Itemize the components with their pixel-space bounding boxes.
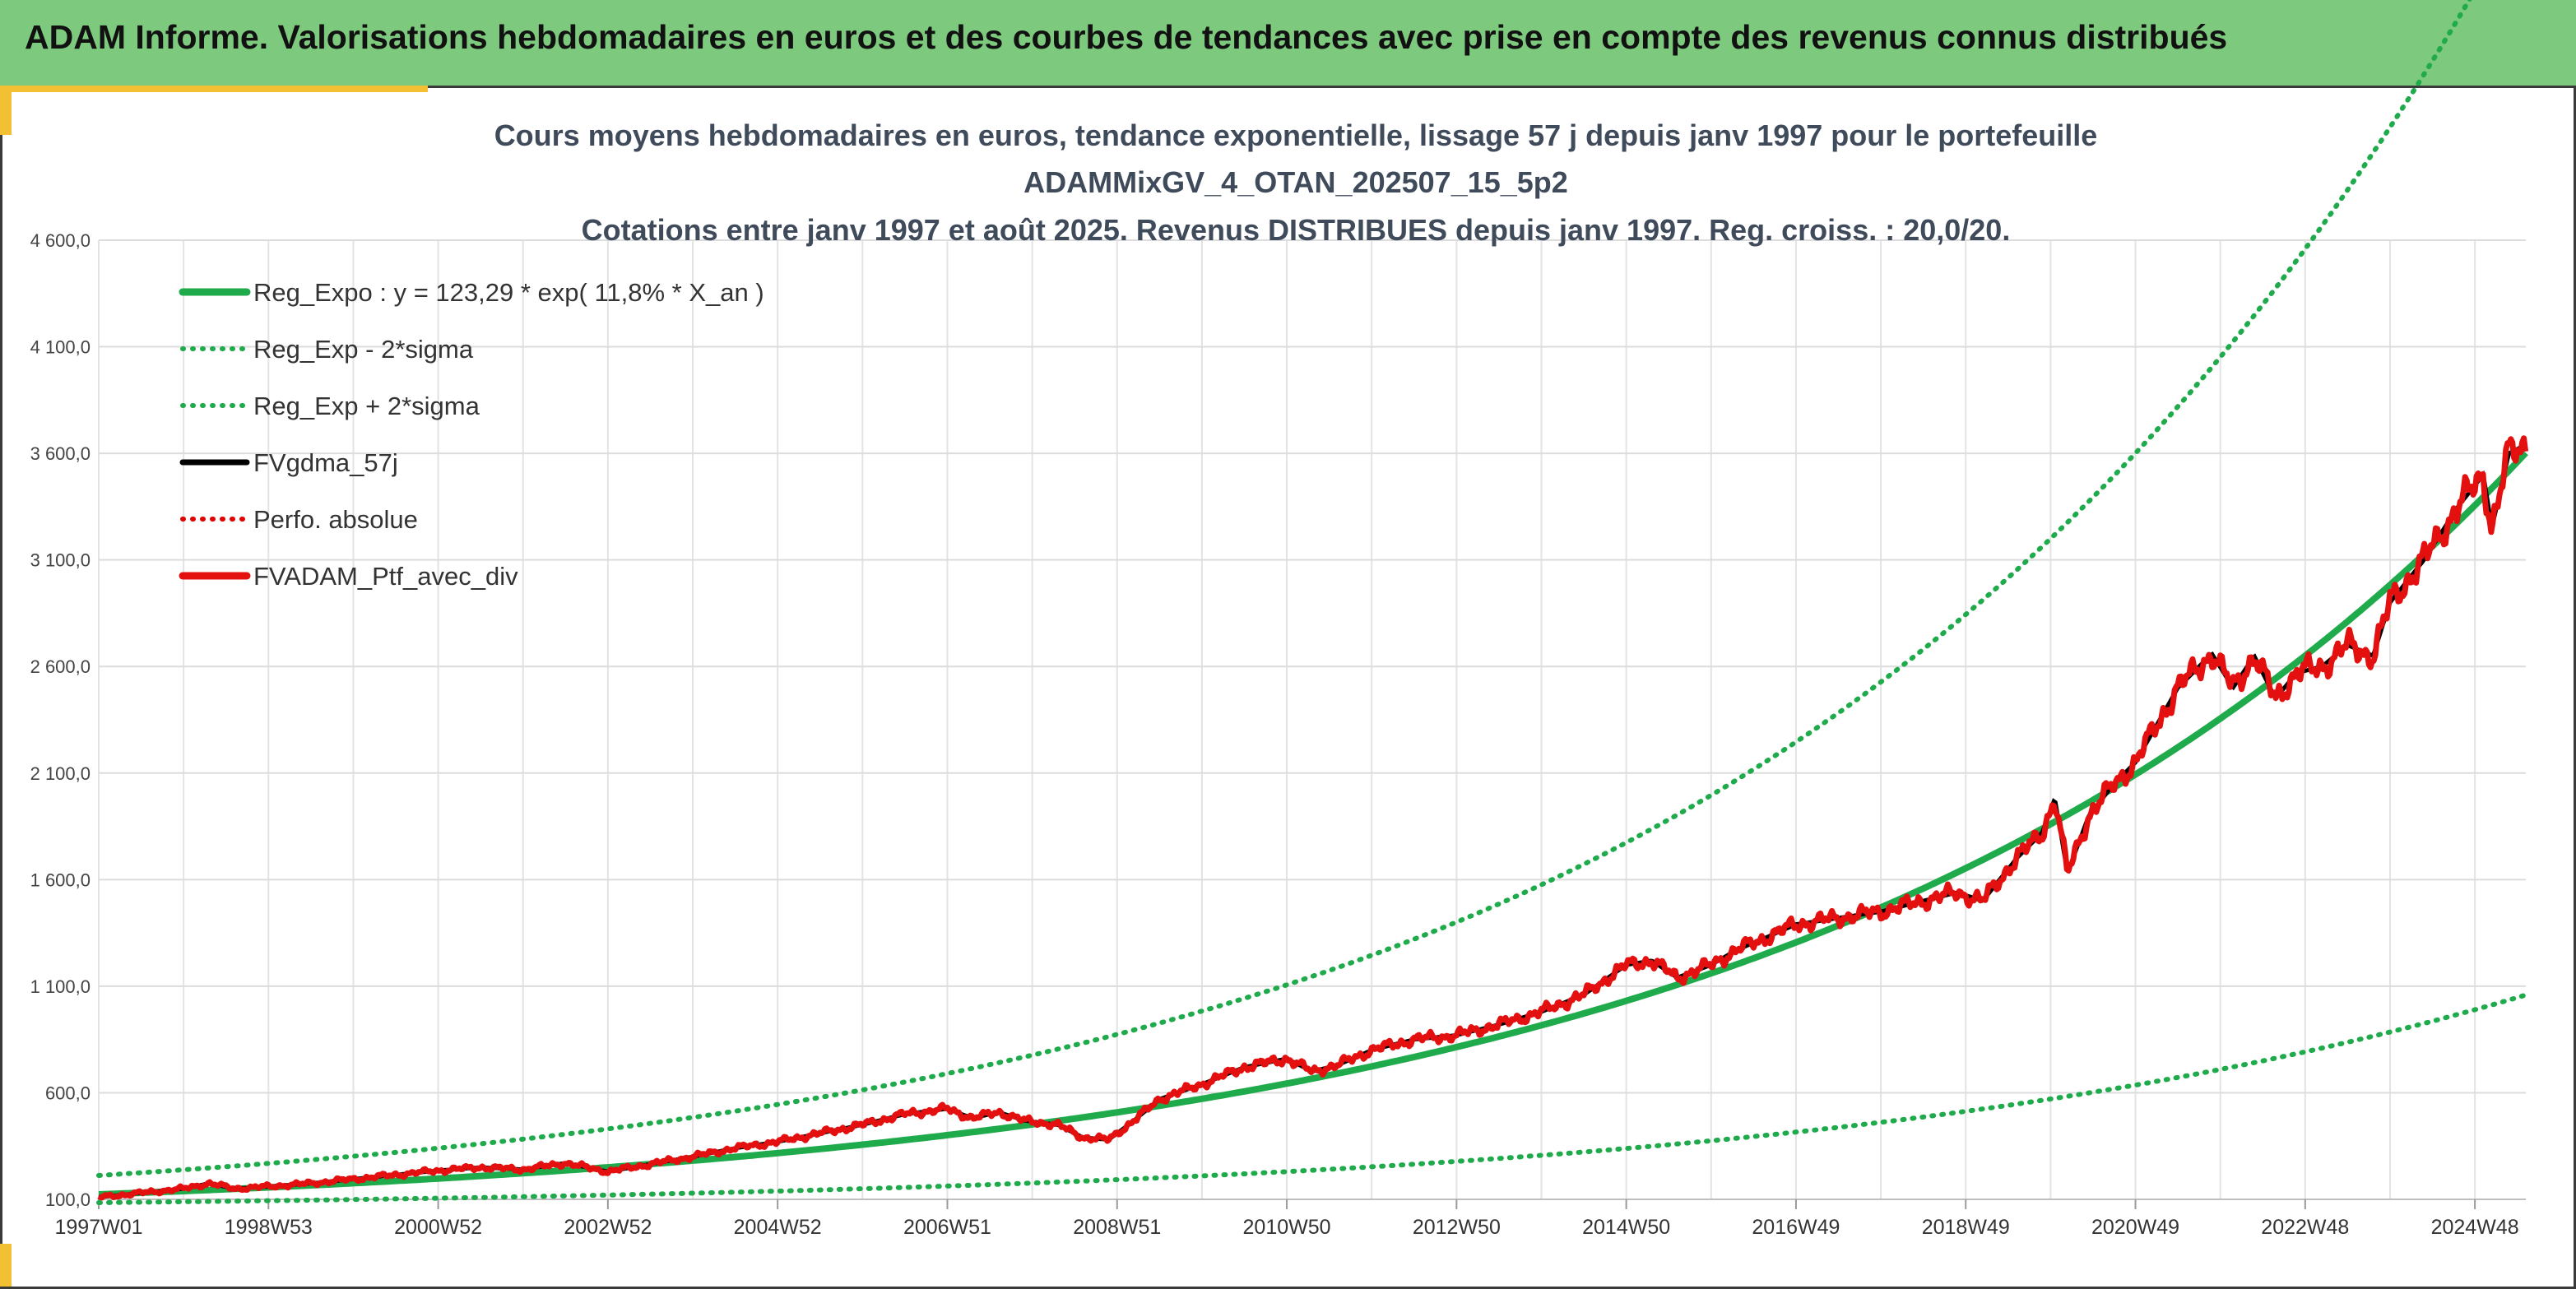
legend-label: FVADAM_Ptf_avec_div xyxy=(253,562,518,591)
fvgdma-57j-line xyxy=(98,443,2527,1199)
x-tick-label: 1997W01 xyxy=(54,1216,142,1239)
x-tick-label: 2006W51 xyxy=(903,1216,991,1239)
x-tick-label: 2000W52 xyxy=(394,1216,482,1239)
legend: Reg_Expo : y = 123,29 * exp( 11,8% * X_a… xyxy=(179,278,764,591)
accent-bar-left xyxy=(0,86,12,135)
x-tick-label: 2010W50 xyxy=(1243,1216,1331,1239)
x-tick-label: 2008W51 xyxy=(1073,1216,1161,1239)
y-tick-label: 1 600,0 xyxy=(30,869,91,890)
x-tick-label: 2022W48 xyxy=(2261,1216,2349,1239)
y-tick-label: 3 600,0 xyxy=(30,443,91,464)
fvadam-ptf-avec-div-line xyxy=(97,435,2529,1201)
x-tick-label: 1998W53 xyxy=(225,1216,313,1239)
legend-label: Reg_Exp + 2*sigma xyxy=(253,392,480,420)
header-banner: ADAM Informe. Valorisations hebdomadaire… xyxy=(0,0,2576,86)
axes: 100,0 600,0 1 100,0 1 600,0 2 100,0 2 600,0 3 … xyxy=(30,230,2526,1239)
x-tick-label: 2002W52 xyxy=(564,1216,652,1239)
y-tick-label: 1 100,0 xyxy=(30,976,91,997)
chart-title-line-3: Cotations entre janv 1997 et août 2025. … xyxy=(582,213,2011,247)
x-tick-label: 2020W49 xyxy=(2091,1216,2179,1239)
x-tick-label: 2024W48 xyxy=(2431,1216,2519,1239)
page-title: ADAM Informe. Valorisations hebdomadaire… xyxy=(25,18,2228,56)
y-tick-label: 3 100,0 xyxy=(30,550,91,571)
x-tick-label: 2018W49 xyxy=(1922,1216,2010,1239)
y-tick-label: 600,0 xyxy=(45,1083,91,1103)
reg-exp-minus-2sigma-line xyxy=(96,992,2528,1205)
chart-title: Cours moyens hebdomadaires en euros, ten… xyxy=(494,118,2098,247)
series-layer xyxy=(96,0,2529,1205)
y-tick-label: 2 100,0 xyxy=(30,763,91,784)
x-tick-label: 2012W50 xyxy=(1413,1216,1501,1239)
accent-bar-bottom xyxy=(0,1244,12,1287)
y-tick-label: 2 600,0 xyxy=(30,656,91,677)
x-tick-label: 2004W52 xyxy=(734,1216,822,1239)
legend-label: Perfo. absolue xyxy=(253,505,418,534)
reg-exp-plus-2sigma-line xyxy=(96,0,2472,1178)
legend-label: Reg_Expo : y = 123,29 * exp( 11,8% * X_a… xyxy=(253,278,764,307)
chart-title-line-2: ADAMMixGV_4_OTAN_202507_15_5p2 xyxy=(1023,165,1568,199)
reg-expo-line xyxy=(98,450,2528,1198)
x-tick-label: 2016W49 xyxy=(1752,1216,1840,1239)
chart-title-line-1: Cours moyens hebdomadaires en euros, ten… xyxy=(494,118,2098,152)
x-tick-label: 2014W50 xyxy=(1582,1216,1670,1239)
y-tick-label: 4 600,0 xyxy=(30,230,91,251)
legend-label: FVgdma_57j xyxy=(253,448,398,477)
legend-label: Reg_Exp - 2*sigma xyxy=(253,335,474,364)
accent-bar-top xyxy=(0,86,428,92)
y-tick-label: 4 100,0 xyxy=(30,337,91,358)
chart-frame xyxy=(0,86,2576,1289)
y-tick-label: 100,0 xyxy=(45,1189,91,1210)
